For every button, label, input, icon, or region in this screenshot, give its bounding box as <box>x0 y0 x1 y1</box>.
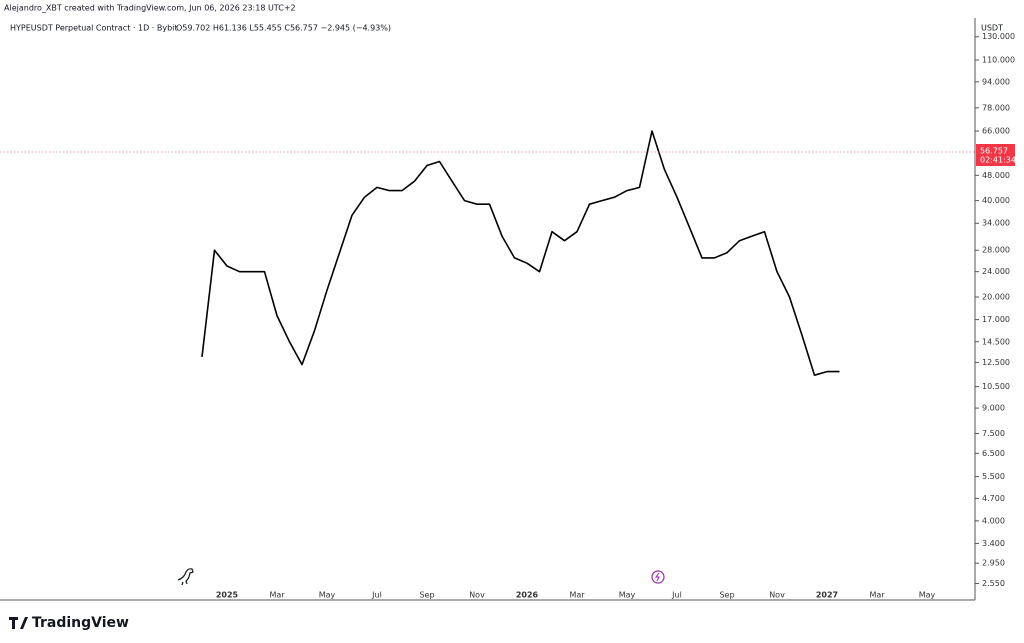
y-tick-label: 7.500 <box>982 429 1005 438</box>
y-tick-label: 24.000 <box>982 267 1010 276</box>
x-tick-label: Nov <box>469 591 485 600</box>
x-tick-label: Jul <box>671 591 682 600</box>
x-tick-label: Sep <box>419 591 434 600</box>
y-tick-label: 130.000 <box>982 32 1015 41</box>
currency: USDT <box>981 24 1003 33</box>
last-price-label: 56.757 <box>980 146 1008 155</box>
ohlc: O59.702 H61.136 L55.455 C56.757 −2.945 (… <box>176 24 391 33</box>
x-tick-label: Jul <box>371 591 382 600</box>
x-tick-label: Nov <box>769 591 785 600</box>
event-icon[interactable] <box>651 570 665 584</box>
countdown: 02:41:34 <box>980 155 1016 164</box>
y-tick-label: 6.500 <box>982 449 1005 458</box>
brand: TradingView <box>32 615 129 631</box>
y-tick-label: 3.400 <box>982 539 1005 548</box>
y-tick-label: 4.000 <box>982 516 1005 525</box>
symbol-title: HYPEUSDT Perpetual Contract · 1D · Bybit <box>10 24 178 33</box>
x-tick-label: Mar <box>869 591 885 600</box>
y-tick-label: 48.000 <box>982 171 1010 180</box>
x-tick-label: 2026 <box>516 591 539 600</box>
dino-icon <box>177 568 194 586</box>
y-tick-label: 2.550 <box>982 579 1005 588</box>
y-tick-label: 12.500 <box>982 358 1010 367</box>
last-price-box <box>976 143 1015 166</box>
tradingview-logo <box>9 617 28 629</box>
y-tick-label: 110.000 <box>982 55 1015 64</box>
x-tick-label: Mar <box>569 591 585 600</box>
y-tick-label: 17.000 <box>982 315 1010 324</box>
y-tick-label: 2.950 <box>982 559 1005 568</box>
y-tick-label: 94.000 <box>982 77 1010 86</box>
x-tick-label: 2027 <box>816 591 838 600</box>
y-tick-label: 66.000 <box>982 127 1010 136</box>
y-tick-label: 78.000 <box>982 103 1010 112</box>
y-tick-label: 9.000 <box>982 404 1005 413</box>
y-tick-label: 40.000 <box>982 196 1010 205</box>
y-tick-label: 4.700 <box>982 494 1005 503</box>
y-tick-label: 10.500 <box>982 382 1010 391</box>
x-tick-label: May <box>619 591 636 600</box>
y-tick-label: 5.500 <box>982 472 1005 481</box>
x-tick-label: Sep <box>719 591 734 600</box>
y-tick-label: 14.500 <box>982 337 1010 346</box>
y-tick-label: 28.000 <box>982 246 1010 255</box>
y-tick-label: 20.000 <box>982 293 1010 302</box>
credit: Alejandro_XBT created with TradingView.c… <box>4 4 296 13</box>
x-tick-label: 2025 <box>216 591 239 600</box>
x-tick-label: May <box>319 591 336 600</box>
x-tick-label: Mar <box>269 591 285 600</box>
x-tick-label: May <box>919 591 936 600</box>
y-tick-label: 34.000 <box>982 219 1010 228</box>
price-line <box>201 130 840 376</box>
